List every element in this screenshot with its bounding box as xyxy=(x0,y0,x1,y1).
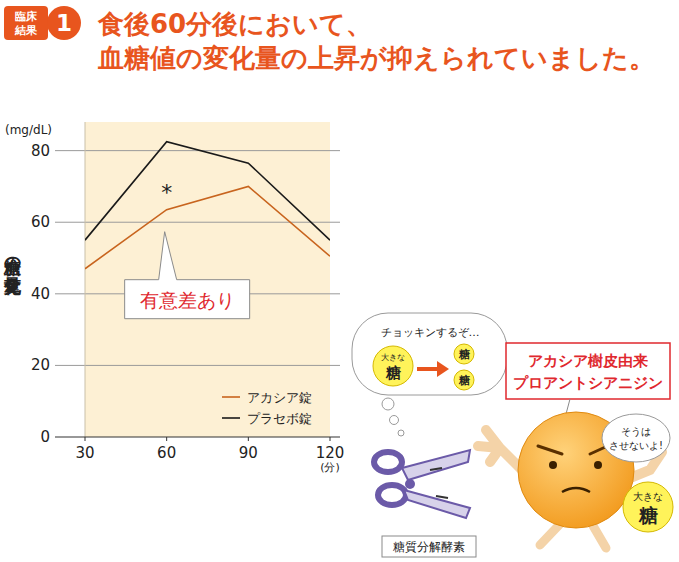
scissors xyxy=(374,450,470,518)
thought-bubble xyxy=(352,313,507,395)
x-tick xyxy=(248,437,249,441)
title: 食後60分後において、 xyxy=(97,9,372,39)
sugar-text: 糖 xyxy=(458,374,470,387)
badge-text: 臨床 xyxy=(15,10,38,23)
x-tick-label: 30 xyxy=(75,444,94,462)
series-line xyxy=(85,142,330,240)
y-tick-label: 20 xyxy=(31,356,50,374)
significance-mark: * xyxy=(161,180,172,205)
x-tick-label: 90 xyxy=(239,444,258,462)
speech-text: そうは xyxy=(621,426,651,437)
sugar-text: 糖 xyxy=(385,364,401,382)
callout-box xyxy=(125,232,250,319)
arm xyxy=(478,430,522,470)
sugar-text: 大きな xyxy=(381,353,405,362)
y-axis-line xyxy=(85,122,86,437)
scissors-blade xyxy=(402,450,470,480)
x-tick xyxy=(166,437,167,441)
thought-dot xyxy=(390,416,399,425)
x-axis-line xyxy=(55,436,340,437)
mouth xyxy=(562,488,590,492)
eye xyxy=(594,461,602,469)
y-tick-label: 0 xyxy=(40,428,50,446)
sugar-text: 糖 xyxy=(458,348,470,361)
eye xyxy=(549,461,557,469)
y-axis-title: 血糖の変化量 xyxy=(3,245,23,296)
y-tick-label: 60 xyxy=(31,213,50,231)
plot-background xyxy=(85,122,330,437)
arrow xyxy=(417,361,449,377)
enzyme-box xyxy=(382,536,476,557)
scissors-blade xyxy=(404,490,470,518)
sugar-small xyxy=(454,370,474,390)
compound-label: アカシア樹皮由来 xyxy=(528,352,648,370)
legend-label: プラセボ錠 xyxy=(247,411,312,426)
x-unit: (分) xyxy=(320,461,340,474)
speech-bubble xyxy=(602,414,670,462)
compound-box xyxy=(506,343,670,399)
y-tick-label: 40 xyxy=(31,285,50,303)
thought-dot xyxy=(398,430,404,436)
badge-text: 結果 xyxy=(14,24,38,37)
scissors-handle xyxy=(378,485,406,505)
eyebrow xyxy=(538,444,612,454)
speech-text: させないよ! xyxy=(609,440,663,451)
scissors-eye xyxy=(430,468,448,498)
legend-swatch xyxy=(222,417,240,419)
x-tick xyxy=(330,437,331,441)
series-line xyxy=(85,186,330,268)
compound-label: プロアントシアニジン xyxy=(513,374,663,392)
sugar-small xyxy=(454,344,474,364)
sugar-text: 糖 xyxy=(638,504,658,526)
thought-text: チョッキンするぞ… xyxy=(381,326,480,339)
scissors-pin xyxy=(405,479,415,489)
legend-label: アカシア錠 xyxy=(247,390,312,405)
series-group xyxy=(85,142,330,269)
scissors-handle xyxy=(374,452,402,472)
x-tick xyxy=(85,437,86,441)
badge-circle xyxy=(47,6,81,40)
sugar-text: 大きな xyxy=(633,491,663,502)
y-unit: (mg/dL) xyxy=(5,123,52,137)
canvas: 臨床結果 1 食後60分後において、血糖値の変化量の上昇が抑えられていました。 0 20… xyxy=(0,0,679,562)
sugar-big xyxy=(373,346,413,386)
title: 血糖値の変化量の上昇が抑えられていました。 xyxy=(97,43,655,73)
x-tick-label: 120 xyxy=(316,444,345,462)
badge-number: 1 xyxy=(56,10,72,36)
enzyme-label: 糖質分解酵素 xyxy=(393,540,465,554)
compound-pointer xyxy=(566,399,570,414)
legend-swatch xyxy=(222,396,240,398)
thought-dot xyxy=(382,398,394,410)
grid-line xyxy=(55,365,340,366)
callout-text: 有意差あり xyxy=(140,289,235,311)
sugar-held xyxy=(623,482,673,532)
badge-box xyxy=(4,6,48,40)
x-tick-label: 60 xyxy=(157,444,176,462)
grid-line xyxy=(55,222,340,223)
y-tick-label: 80 xyxy=(31,142,50,160)
